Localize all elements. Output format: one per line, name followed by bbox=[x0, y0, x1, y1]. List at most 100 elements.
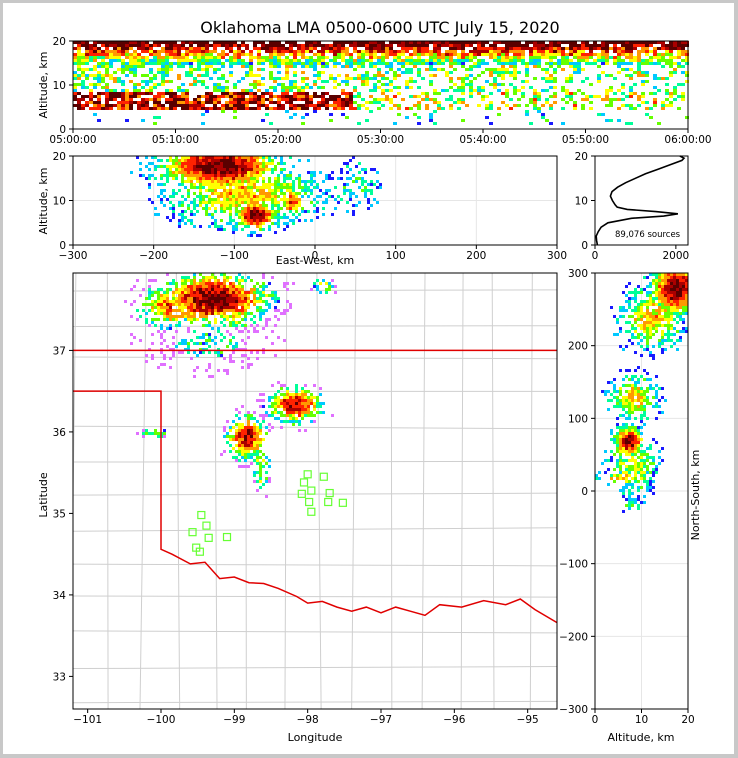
ew-source-cell bbox=[139, 168, 142, 171]
ew-source-cell bbox=[271, 159, 274, 162]
tt-source-cell bbox=[165, 74, 169, 77]
ew-source-cell bbox=[292, 213, 295, 216]
tt-source-cell bbox=[345, 83, 349, 86]
tt-source-cell bbox=[601, 56, 605, 59]
ns-source-cell bbox=[661, 348, 664, 351]
ew-source-cell bbox=[190, 156, 193, 159]
tt-source-cell bbox=[261, 62, 265, 65]
tt-source-cell bbox=[385, 95, 389, 98]
lma-stations bbox=[188, 470, 347, 556]
ew-source-cell bbox=[364, 186, 367, 189]
ew-source-cell bbox=[352, 174, 355, 177]
tt-source-cell bbox=[237, 56, 241, 59]
plan-source-cell bbox=[283, 393, 286, 396]
ns-source-cell bbox=[622, 489, 625, 492]
tt-source-cell bbox=[189, 59, 193, 62]
ew-source-cell bbox=[202, 195, 205, 198]
tt-source-cell bbox=[549, 47, 553, 50]
ew-source-cell bbox=[340, 177, 343, 180]
tt-source-cell bbox=[561, 122, 565, 125]
tt-source-cell bbox=[97, 47, 101, 50]
tt-source-cell bbox=[237, 62, 241, 65]
ew-source-cell bbox=[205, 201, 208, 204]
tt-source-cell bbox=[337, 95, 341, 98]
tt-source-cell bbox=[109, 92, 113, 95]
plan-source-cell bbox=[283, 396, 286, 399]
ns-source-cell bbox=[604, 450, 607, 453]
ns-source-cell bbox=[640, 501, 643, 504]
plan-source-cell bbox=[319, 405, 322, 408]
ew-source-cell bbox=[229, 189, 232, 192]
plan-source-cell bbox=[265, 456, 268, 459]
plan-source-cell bbox=[247, 426, 250, 429]
ew-source-cell bbox=[178, 171, 181, 174]
ew-source-cell bbox=[211, 201, 214, 204]
tt-source-cell bbox=[365, 77, 369, 80]
ns-source-cell bbox=[613, 405, 616, 408]
ew-source-cell bbox=[217, 201, 220, 204]
ns-source-cell bbox=[640, 402, 643, 405]
ew-source-cell bbox=[214, 159, 217, 162]
ew-source-cell bbox=[277, 207, 280, 210]
ew-source-cell bbox=[313, 210, 316, 213]
tt-source-cell bbox=[141, 47, 145, 50]
ew-source-cell bbox=[304, 219, 307, 222]
plan-source-cell bbox=[184, 285, 187, 288]
tt-source-cell bbox=[177, 104, 181, 107]
tt-source-cell bbox=[589, 50, 593, 53]
plan-source-cell bbox=[235, 438, 238, 441]
ew-source-cell bbox=[226, 195, 229, 198]
ew-source-cell bbox=[154, 156, 157, 159]
ew-source-cell bbox=[256, 165, 259, 168]
ew-source-cell bbox=[262, 159, 265, 162]
ns-source-cell bbox=[640, 456, 643, 459]
tt-source-cell bbox=[185, 62, 189, 65]
plan-source-cell bbox=[328, 282, 331, 285]
ns-source-cell bbox=[643, 369, 646, 372]
plan-source-cell bbox=[214, 312, 217, 315]
ew-source-cell bbox=[235, 186, 238, 189]
tt-source-cell bbox=[93, 107, 97, 110]
ew-source-cell bbox=[208, 189, 211, 192]
tt-source-cell bbox=[505, 50, 509, 53]
tt-source-cell bbox=[505, 47, 509, 50]
tt-source-cell bbox=[325, 50, 329, 53]
ew-source-cell bbox=[238, 168, 241, 171]
plan-source-cell bbox=[154, 312, 157, 315]
plan-source-cell bbox=[214, 288, 217, 291]
tt-source-cell bbox=[597, 59, 601, 62]
tt-source-cell bbox=[613, 44, 617, 47]
plan-source-cell bbox=[208, 294, 211, 297]
ew-source-cell bbox=[298, 201, 301, 204]
ew-source-cell bbox=[172, 192, 175, 195]
tt-source-cell bbox=[125, 74, 129, 77]
plan-source-cell bbox=[196, 309, 199, 312]
plan-source-cell bbox=[289, 399, 292, 402]
tt-source-cell bbox=[505, 44, 509, 47]
plan-source-cell bbox=[214, 303, 217, 306]
ns-source-cell bbox=[631, 447, 634, 450]
tt-source-cell bbox=[461, 83, 465, 86]
ew-source-cell bbox=[274, 195, 277, 198]
tt-source-cell bbox=[169, 41, 173, 44]
plan-source-cell bbox=[196, 366, 199, 369]
ns-source-cell bbox=[655, 282, 658, 285]
tt-source-cell bbox=[537, 107, 541, 110]
tt-source-cell bbox=[97, 62, 101, 65]
tt-source-cell bbox=[85, 101, 89, 104]
plan-source-cell bbox=[253, 291, 256, 294]
tt-source-cell bbox=[485, 47, 489, 50]
tt-source-cell bbox=[417, 107, 421, 110]
tt-source-cell bbox=[505, 71, 509, 74]
ew-source-cell bbox=[238, 162, 241, 165]
tt-source-cell bbox=[137, 47, 141, 50]
ns-source-cell bbox=[625, 405, 628, 408]
tt-source-cell bbox=[273, 47, 277, 50]
tt-source-cell bbox=[265, 89, 269, 92]
ew-source-cell bbox=[139, 162, 142, 165]
plan-source-cell bbox=[220, 321, 223, 324]
tt-source-cell bbox=[77, 104, 81, 107]
ew-source-cell bbox=[253, 180, 256, 183]
tt-source-cell bbox=[89, 47, 93, 50]
plan-source-cell bbox=[151, 333, 154, 336]
